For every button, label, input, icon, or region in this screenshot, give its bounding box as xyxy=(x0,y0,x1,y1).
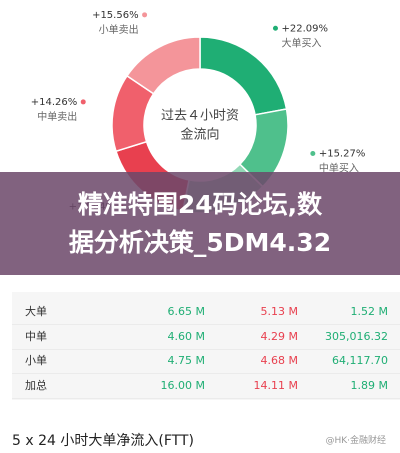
category-label: 中单卖出 xyxy=(37,110,77,123)
banner: 精准特围24码论坛,数 据分析决策_5DM4.32 xyxy=(0,172,400,275)
table-cell: 64,117.70 xyxy=(332,354,388,367)
value-label: +15.27% xyxy=(319,149,366,160)
table-row: 加总 16.00 M 14.11 M 1.89 M xyxy=(12,374,400,399)
label-dot xyxy=(142,12,148,18)
label-dot xyxy=(272,25,278,31)
table-cell: 4.68 M xyxy=(260,354,298,367)
label-dot xyxy=(80,99,86,105)
table-cell: 加总 xyxy=(25,378,47,392)
category-label: 小单卖出 xyxy=(99,23,139,36)
donut-segment xyxy=(199,36,288,116)
table-cell: 16.00 M xyxy=(160,378,205,392)
section-title: 5 x 24 小时大单净流入(FTT) xyxy=(12,433,194,449)
table-cell: 5.13 M xyxy=(260,305,298,318)
value-label: +22.09% xyxy=(281,23,328,34)
value-label: +14.26% xyxy=(31,97,78,108)
watermark: @HK·金融财经 xyxy=(325,436,386,446)
table-cell: 6.65 M xyxy=(167,305,205,318)
table-cell: 14.11 M xyxy=(253,378,298,392)
table-cell: 4.60 M xyxy=(167,329,205,343)
table-cell: 1.89 M xyxy=(350,378,388,392)
table-cell: 小单 xyxy=(25,354,47,367)
table-row: 小单 4.75 M 4.68 M 64,117.70 xyxy=(12,349,400,374)
banner-line: 精准特围24码论坛,数 xyxy=(77,189,323,219)
value-label: +15.56% xyxy=(92,10,139,21)
donut-segment xyxy=(125,36,201,95)
center-label: 金流向 xyxy=(180,127,219,143)
table-cell: 4.29 M xyxy=(260,329,298,343)
table-row: 大单 6.65 M 5.13 M 1.52 M xyxy=(12,300,400,325)
table-cell: 1.52 M xyxy=(350,305,388,318)
table: 大单 6.65 M 5.13 M 1.52 M 中单 4.60 M 4.29 M 305,01… xyxy=(12,292,400,400)
category-label: 中单买入 xyxy=(319,162,359,175)
center-label: 过去４小时资 xyxy=(161,109,239,124)
table-cell: 305,016.32 xyxy=(325,329,388,343)
category-label: 大单买入 xyxy=(281,36,321,49)
label-dot xyxy=(310,151,316,157)
table-row: 中单 4.60 M 4.29 M 305,016.32 xyxy=(12,325,400,350)
banner-line: 据分析决策_5DM4.32 xyxy=(68,227,332,257)
table-cell: 大单 xyxy=(25,305,47,318)
table-cell: 4.75 M xyxy=(167,354,205,367)
table-cell: 中单 xyxy=(25,329,47,343)
